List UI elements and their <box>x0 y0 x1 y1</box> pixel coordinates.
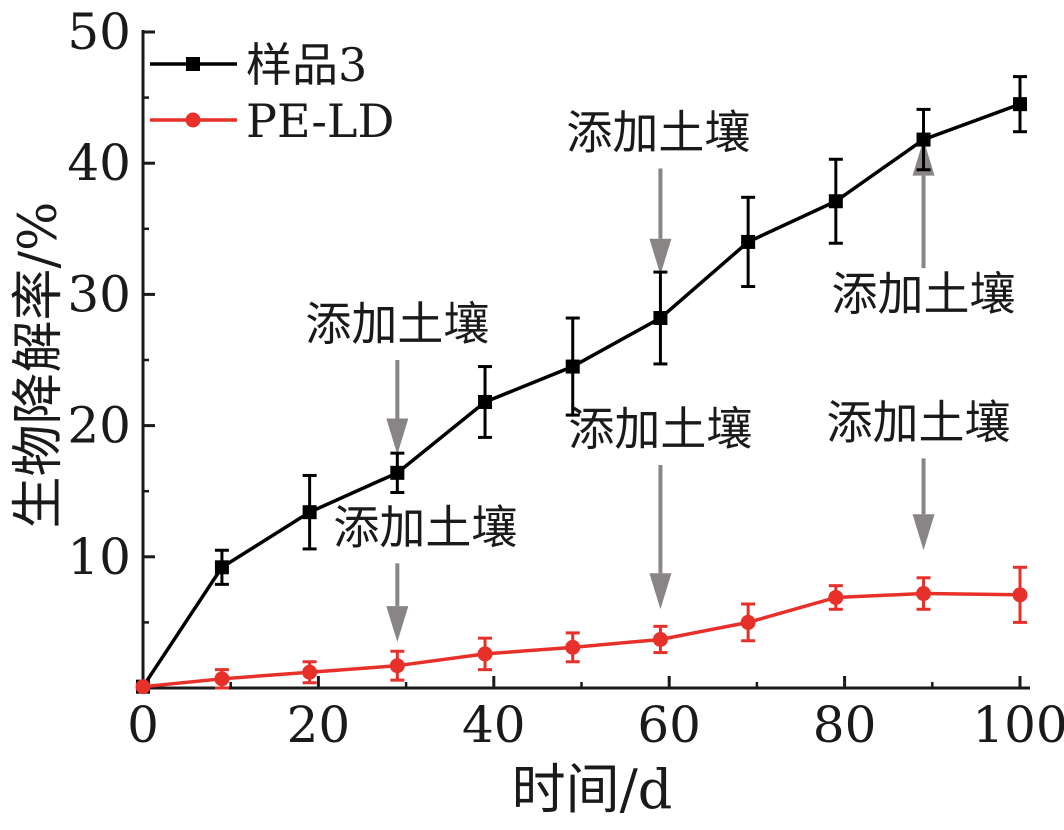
legend-item: PE-LD <box>150 94 394 148</box>
data-point <box>741 234 756 249</box>
x-tick-label: 40 <box>462 696 526 754</box>
data-point <box>390 465 405 480</box>
x-tick-label: 80 <box>813 696 877 754</box>
x-tick-label: 0 <box>127 696 159 754</box>
series-sample3 <box>136 75 1027 694</box>
y-tick-label: 40 <box>67 134 131 192</box>
annotation-arrow-head <box>649 573 672 610</box>
annotation-label: 添加土壤 <box>568 402 752 456</box>
legend-marker <box>186 57 200 71</box>
x-tick-label: 100 <box>972 696 1064 754</box>
series-layer <box>135 75 1028 695</box>
data-point <box>302 505 317 520</box>
data-point <box>1013 97 1027 112</box>
annotation-arrow-head <box>912 514 935 551</box>
x-tick-label: 60 <box>637 696 701 754</box>
data-point <box>565 359 580 374</box>
legend-label: PE-LD <box>246 94 394 148</box>
legend-item: 样品3 <box>150 38 367 92</box>
annotation-label: 添加土壤 <box>827 395 1011 449</box>
data-point <box>135 679 151 695</box>
annotation-arrow-head <box>386 606 409 643</box>
series-line <box>142 591 1021 689</box>
legend-label: 样品3 <box>246 38 367 92</box>
data-point <box>740 614 756 630</box>
data-point <box>828 194 843 209</box>
data-point <box>389 658 405 674</box>
data-point <box>653 311 668 326</box>
axis-labels: 时间/d 生物降解率/% <box>9 202 672 821</box>
data-point <box>477 646 493 662</box>
data-point <box>302 664 318 680</box>
data-point <box>916 132 931 147</box>
data-point <box>214 560 229 575</box>
annotation-label: 添加土壤 <box>566 105 750 159</box>
y-tick-label: 10 <box>67 528 131 586</box>
data-point <box>1012 587 1028 603</box>
axes-layer: 0 20 40 60 80 100 10 20 30 40 50 <box>67 3 1064 754</box>
legend-marker <box>185 112 201 128</box>
y-axis-title: 生物降解率/% <box>9 202 69 529</box>
annotation-arrow-head <box>649 238 672 275</box>
series-pe-ld <box>135 565 1028 695</box>
data-point <box>478 394 493 409</box>
data-point <box>916 586 932 602</box>
annotation-label: 添加土壤 <box>333 500 517 554</box>
annotation-label: 添加土壤 <box>832 267 1016 321</box>
y-tick-label: 20 <box>67 397 131 455</box>
data-point <box>565 639 581 655</box>
data-point <box>214 671 230 687</box>
x-axis-title: 时间/d <box>512 758 673 821</box>
annotation-arrow-head <box>386 418 409 455</box>
data-point <box>828 589 844 605</box>
data-point <box>652 631 668 647</box>
annotation-label: 添加土壤 <box>305 297 489 351</box>
y-tick-label: 30 <box>67 265 131 323</box>
y-tick-label: 50 <box>67 3 131 61</box>
x-tick-label: 20 <box>287 696 351 754</box>
